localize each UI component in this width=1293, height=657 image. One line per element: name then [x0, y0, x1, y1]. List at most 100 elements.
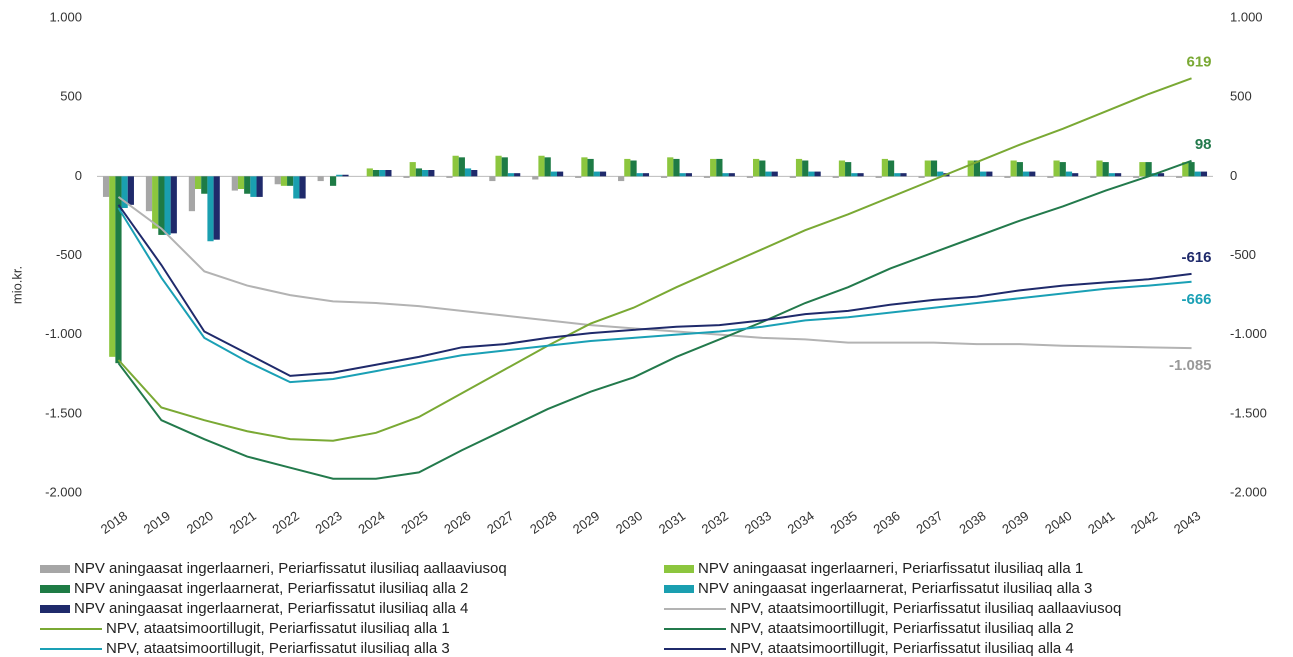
bar [1029, 171, 1036, 177]
bar [857, 173, 864, 177]
bar [403, 176, 410, 178]
legend-label: NPV aningaasat ingerlaarneri, Periarfiss… [74, 560, 507, 577]
bar [213, 176, 220, 240]
data-label: -1.085 [1169, 357, 1212, 374]
bar [624, 158, 631, 177]
x-tick-label: 2029 [570, 508, 602, 537]
bar [158, 176, 165, 235]
y2-tick-label: -500 [1230, 247, 1256, 262]
bar [851, 173, 858, 177]
bar [765, 171, 772, 177]
bar [237, 176, 245, 189]
x-tick-label: 2025 [398, 508, 430, 537]
x-tick-label: 2028 [527, 508, 559, 537]
bar [452, 155, 459, 177]
bar [1108, 173, 1115, 177]
x-tick-label: 2021 [227, 508, 259, 537]
x-tick-label: 2032 [699, 508, 731, 537]
bar [280, 176, 288, 186]
bar [428, 170, 435, 177]
legend-swatch [40, 585, 70, 593]
y-tick-label: 500 [60, 89, 82, 104]
bar [924, 160, 931, 177]
bar [495, 155, 502, 177]
legend-label: NPV aningaasat ingerlaarnerat, Periarfis… [698, 580, 1092, 597]
bar [287, 176, 294, 186]
bar [250, 176, 257, 197]
line [117, 77, 1192, 442]
bar [967, 160, 974, 177]
bar [845, 162, 852, 177]
data-label: -666 [1182, 291, 1212, 308]
y-tick-label: -1.000 [45, 326, 82, 341]
bar [372, 170, 380, 177]
x-tick-label: 2037 [913, 508, 945, 537]
bar [422, 170, 429, 177]
bar [164, 176, 171, 235]
legend-label: NPV, ataatsimoortillugit, Periarfissatut… [730, 600, 1121, 617]
bar [875, 176, 882, 178]
line [117, 159, 1192, 480]
x-tick-label: 2023 [312, 508, 344, 537]
bar [544, 157, 551, 177]
x-tick-label: 2024 [355, 508, 387, 537]
bar [930, 160, 938, 177]
bar [501, 157, 508, 177]
bar [1090, 176, 1097, 178]
bar [881, 158, 888, 177]
bar [550, 171, 557, 177]
bar [415, 168, 423, 177]
y2-tick-label: 1.000 [1230, 9, 1263, 24]
bar [102, 176, 110, 197]
bar [366, 168, 373, 177]
bar [789, 176, 796, 178]
x-tick-label: 2042 [1128, 508, 1160, 537]
bar [1182, 162, 1189, 177]
bar [1065, 171, 1073, 177]
bar [207, 176, 214, 242]
legend-label: NPV, ataatsimoortillugit, Periarfissatut… [106, 620, 450, 637]
y-axis-label: mio.kr. [9, 266, 24, 304]
bar [152, 176, 159, 229]
bar [1200, 171, 1208, 177]
bar [115, 176, 122, 364]
legend-label: NPV, ataatsimoortillugit, Periarfissatut… [730, 620, 1074, 637]
bar [587, 158, 594, 177]
bar [342, 174, 349, 177]
data-label: 98 [1195, 136, 1212, 153]
bar [556, 171, 564, 177]
bar [385, 170, 392, 177]
bar [667, 157, 674, 177]
bar [409, 162, 416, 177]
bar [127, 176, 134, 205]
bar [593, 171, 600, 177]
legend-swatch [40, 565, 70, 573]
y2-tick-label: 500 [1230, 89, 1252, 104]
bar [231, 176, 238, 191]
bar [1096, 160, 1103, 177]
bar [722, 173, 729, 177]
bar [918, 176, 925, 178]
x-tick-label: 2031 [656, 508, 688, 537]
bar [121, 176, 128, 208]
bar [336, 174, 343, 177]
line [117, 207, 1192, 384]
legend-swatch [40, 605, 70, 613]
bar [636, 173, 643, 177]
bar [814, 171, 821, 177]
bar [710, 158, 717, 177]
bar [771, 171, 778, 177]
bar [1059, 162, 1066, 177]
bar [642, 173, 650, 177]
bar [1010, 160, 1017, 177]
line [117, 204, 1192, 377]
bar [1102, 162, 1109, 177]
legend-label: NPV, ataatsimoortillugit, Periarfissatut… [730, 640, 1074, 657]
bar [188, 176, 196, 212]
bar [660, 176, 668, 178]
legend-label: NPV aningaasat ingerlaarneri, Periarfiss… [698, 560, 1083, 577]
bar [618, 176, 625, 182]
bar [808, 171, 815, 177]
bar [679, 173, 686, 177]
